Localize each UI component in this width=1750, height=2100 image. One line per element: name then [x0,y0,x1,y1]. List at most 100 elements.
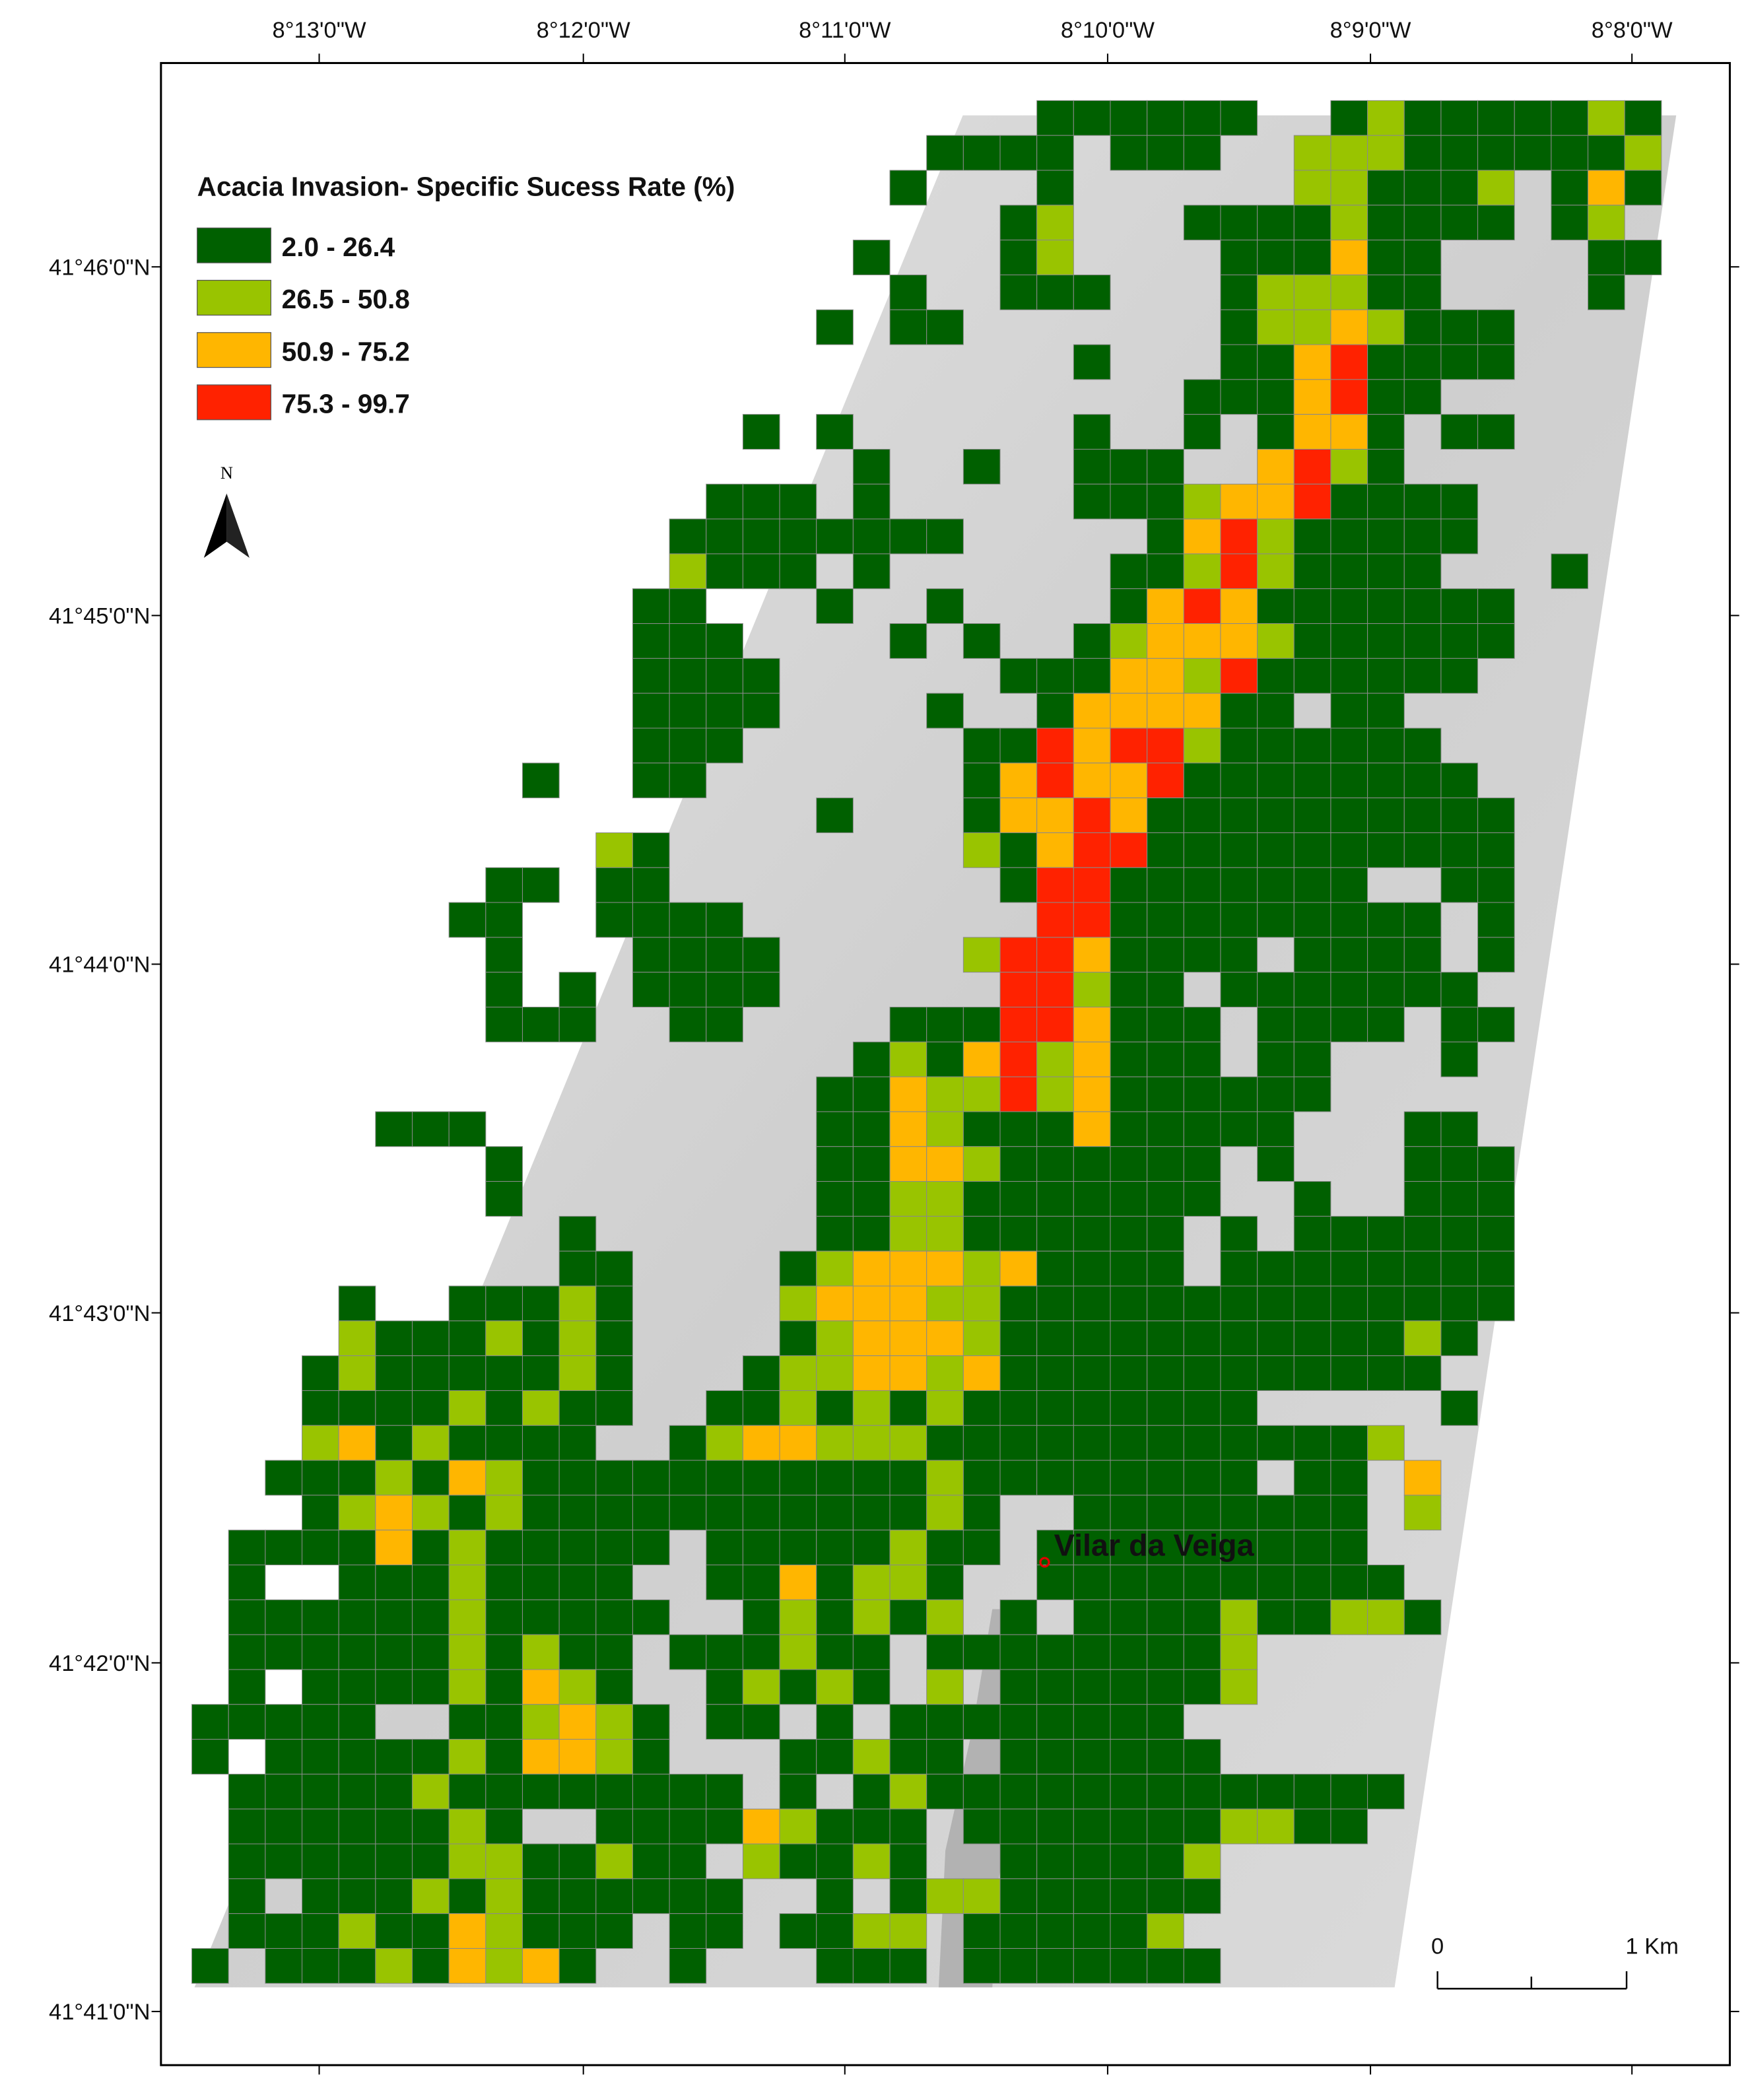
grid-cell [1293,972,1331,1008]
grid-cell [375,1111,413,1147]
grid-cell [632,623,670,659]
grid-cell [558,1250,597,1287]
grid-cell [669,1425,707,1461]
grid-cell [1147,762,1184,799]
grid-cell [999,832,1038,868]
grid-cell [1293,832,1331,868]
grid-cell [1403,797,1442,833]
grid-cell [1257,1076,1295,1112]
grid-cell [1367,414,1405,450]
grid-cell [1367,588,1405,625]
grid-cell [1147,553,1184,590]
grid-cell [1293,448,1331,485]
grid-cell [889,1565,927,1600]
grid-cell [411,1460,450,1496]
grid-cell [1257,1773,1295,1810]
grid-cell [1147,867,1184,903]
grid-cell [1440,1111,1479,1147]
grid-cell [669,553,707,590]
grid-cell [1147,1355,1184,1391]
grid-cell [1367,693,1405,729]
grid-cell [338,1948,376,1984]
grid-cell [1220,728,1258,764]
grid-cell [779,1843,817,1880]
grid-cell [338,1843,376,1880]
grid-cell [1330,1425,1368,1461]
grid-cell [999,1669,1038,1705]
grid-cell [1183,379,1221,415]
grid-cell [1367,518,1405,555]
grid-cell [962,1704,1001,1740]
grid-cell [889,1878,927,1914]
grid-cell [1330,553,1368,590]
grid-cell [375,1948,413,1984]
grid-cell [1257,205,1295,241]
grid-cell [1403,553,1442,590]
grid-cell [1257,344,1295,380]
grid-cell [1036,1250,1074,1287]
grid-cell [1183,1808,1221,1845]
grid-cell [962,1460,1001,1496]
grid-cell [1183,1530,1221,1566]
grid-cell [632,1599,670,1635]
grid-cell [962,1006,1001,1042]
grid-cell [632,1530,670,1566]
grid-cell [1330,1355,1368,1391]
grid-cell [1183,728,1221,764]
grid-cell [1183,483,1221,520]
grid-cell [1257,832,1295,868]
grid-cell [448,1878,487,1914]
grid-cell [1330,448,1368,485]
grid-cell [1440,1181,1479,1217]
grid-cell [1330,972,1368,1008]
grid-cell [375,1634,413,1670]
grid-cell [448,902,487,938]
grid-cell [669,588,707,625]
grid-cell [302,1669,339,1705]
grid-cell [889,1041,927,1077]
grid-cell [1147,1739,1184,1775]
grid-cell [375,1739,413,1775]
grid-cell [1257,588,1295,625]
grid-cell [1330,135,1368,171]
grid-cell [1220,588,1258,625]
grid-cell [228,1878,266,1914]
grid-cell [962,1250,1001,1287]
grid-cell [1330,693,1368,729]
grid-cell [1624,100,1662,136]
grid-cell [669,1948,707,1984]
grid-cell [1110,867,1148,903]
grid-cell [1293,170,1331,206]
grid-cell [1220,1565,1258,1600]
grid-cell [485,937,523,973]
grid-cell [1257,693,1295,729]
grid-cell [999,972,1038,1008]
grid-cell [485,1634,523,1670]
grid-cell [1147,937,1184,973]
grid-cell [1220,623,1258,659]
grid-cell [669,1773,707,1810]
grid-cell [1367,135,1405,171]
grid-cell [1147,1425,1184,1461]
grid-cell [852,1669,891,1705]
grid-cell [1367,1215,1405,1252]
grid-cell [228,1913,266,1949]
grid-cell [375,1320,413,1357]
grid-cell [522,1669,560,1705]
grid-cell [595,1634,633,1670]
grid-cell [265,1948,303,1984]
grid-cell [852,1076,891,1112]
grid-cell [1220,100,1258,136]
grid-cell [265,1530,303,1566]
grid-cell [1073,344,1111,380]
grid-cell [191,1948,229,1984]
grid-cell [742,1843,780,1880]
grid-cell [669,1808,707,1845]
grid-cell [375,1913,413,1949]
grid-cell [1257,658,1295,694]
grid-cell [1220,797,1258,833]
grid-cell [1403,902,1442,938]
grid-cell [302,1495,339,1531]
grid-cell [1183,1878,1221,1914]
grid-cell [706,902,743,938]
